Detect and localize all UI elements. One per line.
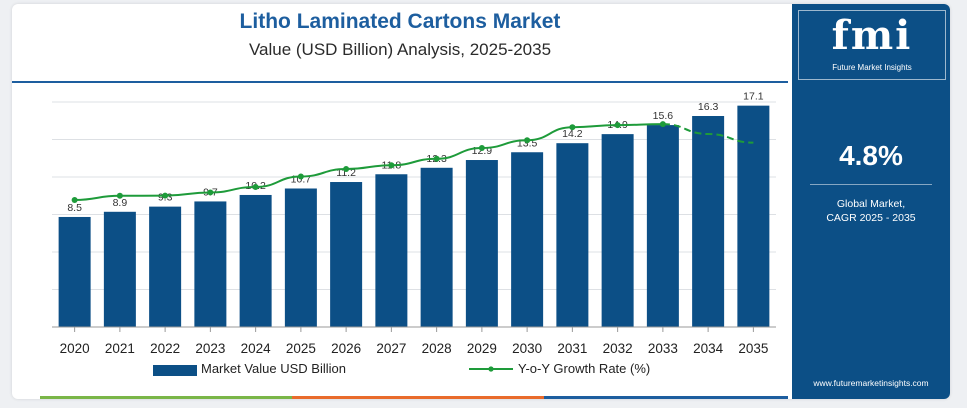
- bar-2023: [194, 201, 227, 327]
- x-tick-label-2035: 2035: [738, 341, 768, 356]
- legend-line-label: Y-o-Y Growth Rate (%): [518, 361, 651, 376]
- x-tick-label-2028: 2028: [422, 341, 452, 356]
- stripe-blue: [544, 396, 788, 399]
- growth-point-2028: [433, 155, 440, 162]
- growth-point-2030: [524, 137, 531, 144]
- growth-point-2026: [343, 166, 350, 173]
- bar-2027: [375, 174, 408, 327]
- x-tick-label-2025: 2025: [286, 341, 316, 356]
- bar-2022: [149, 206, 182, 327]
- x-tick-label-2026: 2026: [331, 341, 361, 356]
- growth-point-2024: [252, 183, 259, 190]
- x-tick-label-2022: 2022: [150, 341, 180, 356]
- growth-point-2025: [297, 173, 304, 180]
- growth-point-2022: [162, 192, 169, 199]
- legend-line-swatch: [469, 366, 513, 372]
- data-label-2031: 14.2: [562, 128, 583, 140]
- data-label-2021: 8.9: [113, 197, 128, 209]
- bar-2020: [58, 216, 91, 327]
- x-tick-label-2029: 2029: [467, 341, 497, 356]
- cagr-label: Global Market, CAGR 2025 - 2035: [792, 197, 950, 225]
- stripe-orange: [292, 396, 544, 399]
- growth-point-2021: [116, 192, 123, 199]
- growth-point-2023: [207, 189, 214, 196]
- x-tick-label-2033: 2033: [648, 341, 678, 356]
- x-tick-label-2030: 2030: [512, 341, 542, 356]
- cagr-value: 4.8%: [839, 140, 903, 171]
- growth-point-2033: [659, 121, 666, 128]
- title-divider: [12, 81, 788, 83]
- x-tick-label-2023: 2023: [195, 341, 225, 356]
- x-tick-label-2024: 2024: [241, 341, 272, 356]
- growth-point-2032: [614, 122, 621, 129]
- bar-2035: [737, 105, 770, 328]
- data-label-2034: 16.3: [698, 101, 719, 113]
- bar-line-chart: 8.520208.920219.320229.7202310.2202410.7…: [52, 91, 776, 356]
- growth-line: [74, 123, 663, 201]
- x-tick-label-2027: 2027: [376, 341, 406, 356]
- bar-2034: [692, 116, 725, 327]
- bar-2021: [103, 211, 136, 327]
- data-label-2033: 15.6: [653, 110, 674, 122]
- growth-point-2031: [569, 124, 576, 131]
- x-tick-label-2032: 2032: [603, 341, 633, 356]
- logo-subtext: Future Market Insights: [832, 63, 912, 72]
- chart-card: Litho Laminated Cartons Market Value (US…: [12, 4, 950, 399]
- bar-2025: [284, 188, 317, 327]
- logo-text: fmi: [831, 12, 913, 59]
- data-label-2020: 8.5: [67, 202, 82, 214]
- x-tick-label-2034: 2034: [693, 341, 724, 356]
- legend-bar-swatch: [153, 365, 197, 376]
- bar-2028: [420, 167, 453, 327]
- sidebar-panel: fmi Future Market Insights 4.8% Global M…: [792, 4, 950, 399]
- stripe-green: [40, 396, 292, 399]
- cagr-label-line2: CAGR 2025 - 2035: [826, 212, 916, 224]
- growth-line-forecast: [662, 123, 754, 144]
- bar-2029: [465, 160, 498, 327]
- data-label-2035: 17.1: [743, 91, 764, 103]
- x-tick-label-2031: 2031: [557, 341, 587, 356]
- growth-point-2029: [478, 145, 485, 152]
- x-tick-label-2021: 2021: [105, 341, 135, 356]
- website-link[interactable]: www.futuremarketinsights.com: [813, 378, 929, 388]
- bar-2033: [646, 125, 679, 327]
- growth-point-2027: [388, 162, 395, 169]
- sidebar-divider: [810, 184, 932, 185]
- chart-panel: Litho Laminated Cartons Market Value (US…: [12, 4, 788, 399]
- legend-bar-label: Market Value USD Billion: [201, 361, 346, 376]
- growth-point-2020: [71, 196, 78, 203]
- cagr-label-line1: Global Market,: [836, 198, 906, 210]
- bar-2030: [511, 152, 544, 327]
- fmi-logo: fmi Future Market Insights: [798, 10, 946, 80]
- bar-2032: [601, 134, 634, 327]
- bar-2024: [239, 194, 272, 327]
- bar-2026: [330, 182, 363, 327]
- bar-2031: [556, 143, 589, 327]
- x-tick-label-2020: 2020: [60, 341, 90, 356]
- chart-title: Litho Laminated Cartons Market: [239, 10, 561, 33]
- chart-subtitle: Value (USD Billion) Analysis, 2025-2035: [248, 40, 552, 59]
